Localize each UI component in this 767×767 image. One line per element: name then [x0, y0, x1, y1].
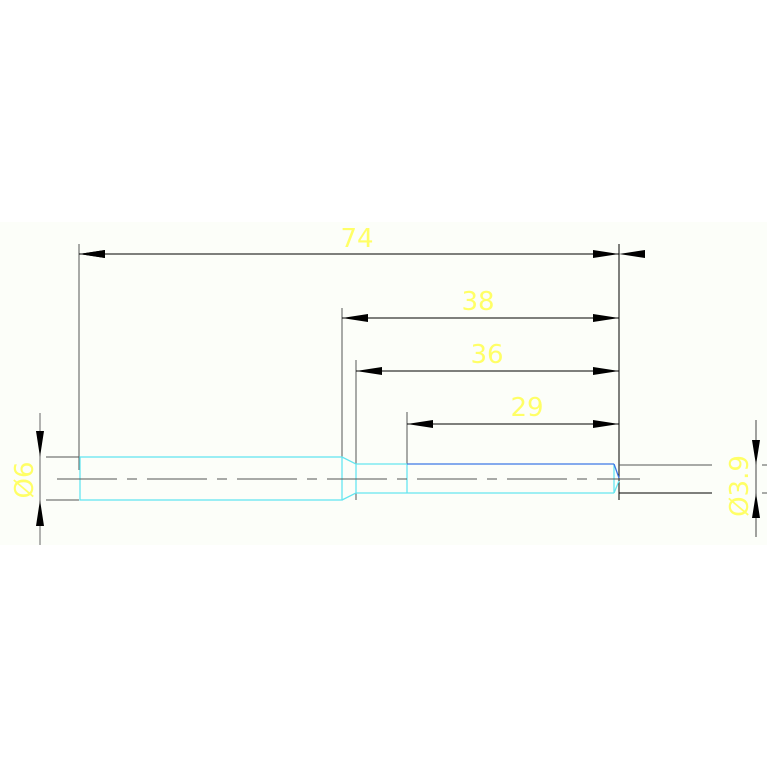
dim-text-36: 36	[470, 340, 503, 370]
dim-text-74: 74	[340, 224, 373, 254]
dim-text-diameter-left: Ø6	[10, 461, 40, 498]
dim-text-38: 38	[461, 287, 494, 317]
dim-text-29: 29	[510, 393, 543, 423]
extension-lines	[46, 244, 767, 501]
drawing-area	[0, 222, 767, 545]
dim-text-diameter-right: Ø3.9	[725, 455, 755, 517]
shaft-blue-edge	[407, 463, 620, 479]
arrowheads	[36, 250, 760, 545]
